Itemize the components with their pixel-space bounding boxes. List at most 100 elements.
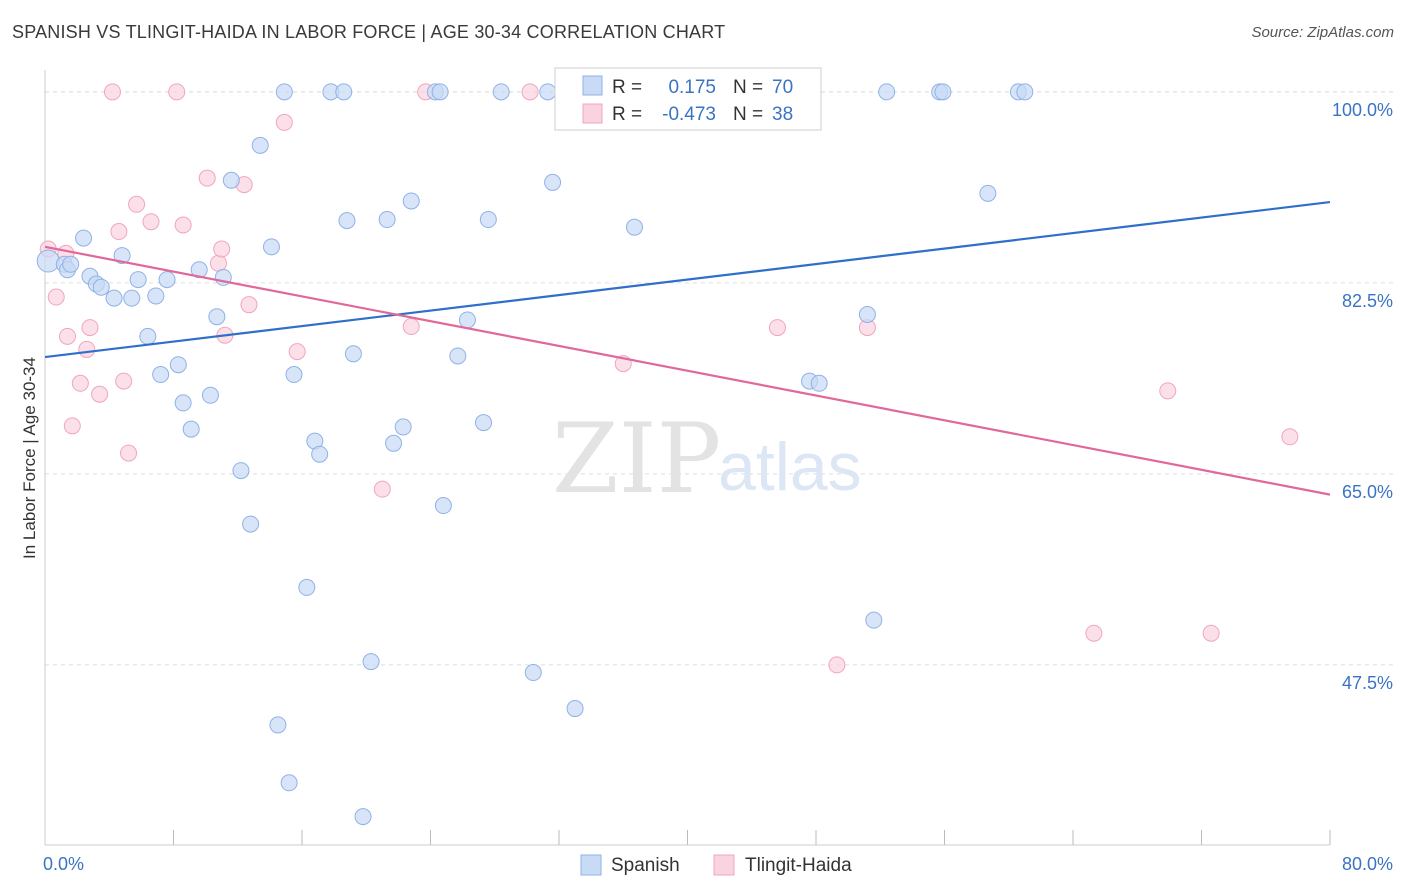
- legend-n-value-tlingit-haida: 38: [772, 104, 793, 125]
- legend-swatch-spanish: [582, 75, 603, 96]
- spanish-point: [36, 249, 60, 273]
- spanish-point: [152, 366, 170, 384]
- watermark: ZIP atlas: [552, 403, 862, 515]
- spanish-point: [280, 774, 298, 792]
- spanish-point: [934, 83, 952, 101]
- spanish-point: [232, 462, 250, 480]
- tlingit-haida-point: [1159, 382, 1177, 400]
- tlingit-haida-point: [81, 319, 99, 337]
- spanish-point: [810, 374, 828, 392]
- chart-source: Source: ZipAtlas.com: [1251, 24, 1394, 41]
- spanish-point: [174, 394, 192, 412]
- spanish-point: [362, 653, 380, 671]
- bottom-legend-label-spanish: Spanish: [611, 855, 680, 876]
- tlingit-haida-point: [120, 444, 138, 462]
- spanish-point: [105, 289, 123, 307]
- spanish-point: [139, 327, 157, 345]
- bottom-legend: Spanish Tlingit-Haida: [580, 854, 852, 876]
- spanish-point: [354, 808, 372, 826]
- tlingit-haida-point: [58, 327, 76, 345]
- spanish-point: [158, 271, 176, 289]
- spanish-point: [1016, 83, 1034, 101]
- trend-lines: [44, 200, 1331, 496]
- spanish-point: [311, 445, 329, 463]
- spanish-point: [298, 578, 316, 596]
- y-axis-label: In Labor Force | Age 30-34: [20, 357, 39, 559]
- spanish-point: [492, 83, 510, 101]
- tlingit-haida-point: [128, 195, 146, 213]
- tlingit-haida-point: [209, 254, 227, 272]
- tlingit-haida-point: [142, 213, 160, 231]
- spanish-point: [75, 229, 93, 247]
- spanish-point: [475, 414, 493, 432]
- legend-n-label-spanish: N =: [733, 77, 763, 98]
- legend-n-value-spanish: 70: [772, 77, 793, 98]
- bottom-legend-swatch-spanish: [580, 854, 602, 876]
- spanish-point: [123, 289, 141, 307]
- legend-n-label-tlingit-haida: N =: [733, 104, 763, 125]
- y-tick-label: 100.0%: [1332, 100, 1393, 120]
- watermark-zip: ZIP: [552, 403, 721, 515]
- spanish-point: [979, 184, 997, 202]
- y-tick-label: 82.5%: [1342, 291, 1393, 311]
- tlingit-haida-point: [288, 343, 306, 361]
- spanish-point: [285, 366, 303, 384]
- spanish-point: [385, 434, 403, 452]
- chart-title: SPANISH VS TLINGIT-HAIDA IN LABOR FORCE …: [12, 22, 726, 42]
- stats-legend: R = 0.175 N = 70 R = -0.473 N = 38: [554, 67, 822, 131]
- spanish-point: [625, 218, 643, 236]
- spanish-points: [36, 83, 1034, 826]
- spanish-point: [539, 83, 557, 101]
- spanish-point: [431, 83, 449, 101]
- spanish-point: [479, 211, 497, 229]
- spanish-point: [182, 420, 200, 438]
- legend-r-label-spanish: R =: [612, 77, 642, 98]
- spanish-point: [275, 83, 293, 101]
- tlingit-haida-point: [168, 83, 186, 101]
- spanish-trend-line: [44, 200, 1331, 359]
- x-tick-label-max: 80.0%: [1342, 854, 1393, 874]
- spanish-point: [147, 287, 165, 305]
- tlingit-haida-point: [275, 113, 293, 131]
- tlingit-haida-point: [768, 319, 786, 337]
- y-tick-label: 65.0%: [1342, 482, 1393, 502]
- tlingit-haida-point: [71, 374, 89, 392]
- legend-r-label-tlingit-haida: R =: [612, 104, 642, 125]
- tlingit-haida-point: [213, 240, 231, 258]
- legend-swatch-tlingit-haida: [582, 103, 603, 124]
- spanish-point: [402, 192, 420, 210]
- tlingit-haida-point: [402, 318, 420, 336]
- spanish-point: [544, 173, 562, 191]
- spanish-point: [344, 345, 362, 363]
- spanish-point: [524, 664, 542, 682]
- spanish-point: [92, 278, 110, 296]
- spanish-point: [262, 238, 280, 256]
- spanish-point: [208, 308, 226, 326]
- spanish-point: [338, 212, 356, 230]
- tlingit-haida-point: [521, 83, 539, 101]
- watermark-atlas: atlas: [718, 429, 862, 505]
- spanish-point: [269, 716, 287, 734]
- spanish-point: [242, 515, 260, 533]
- tick-labels: 0.0% 80.0% 47.5% 65.0% 82.5% 100.0%: [43, 100, 1393, 874]
- spanish-point: [378, 211, 396, 229]
- tlingit-haida-trend-line: [44, 245, 1331, 496]
- spanish-point: [865, 611, 883, 629]
- spanish-point: [458, 311, 476, 329]
- tlingit-haida-point: [63, 417, 81, 435]
- spanish-point: [251, 136, 269, 154]
- spanish-point: [566, 700, 584, 718]
- tlingit-haida-point: [828, 656, 846, 674]
- spanish-point: [129, 271, 147, 289]
- spanish-point: [434, 497, 452, 515]
- spanish-point: [201, 386, 219, 404]
- tlingit-haida-point: [47, 288, 65, 306]
- spanish-point: [878, 83, 896, 101]
- legend-r-value-tlingit-haida: -0.473: [662, 104, 716, 125]
- tlingit-haida-point: [174, 216, 192, 234]
- tlingit-haida-point: [373, 480, 391, 498]
- spanish-point: [394, 418, 412, 436]
- x-tick-label-min: 0.0%: [43, 854, 84, 874]
- spanish-point: [62, 255, 80, 273]
